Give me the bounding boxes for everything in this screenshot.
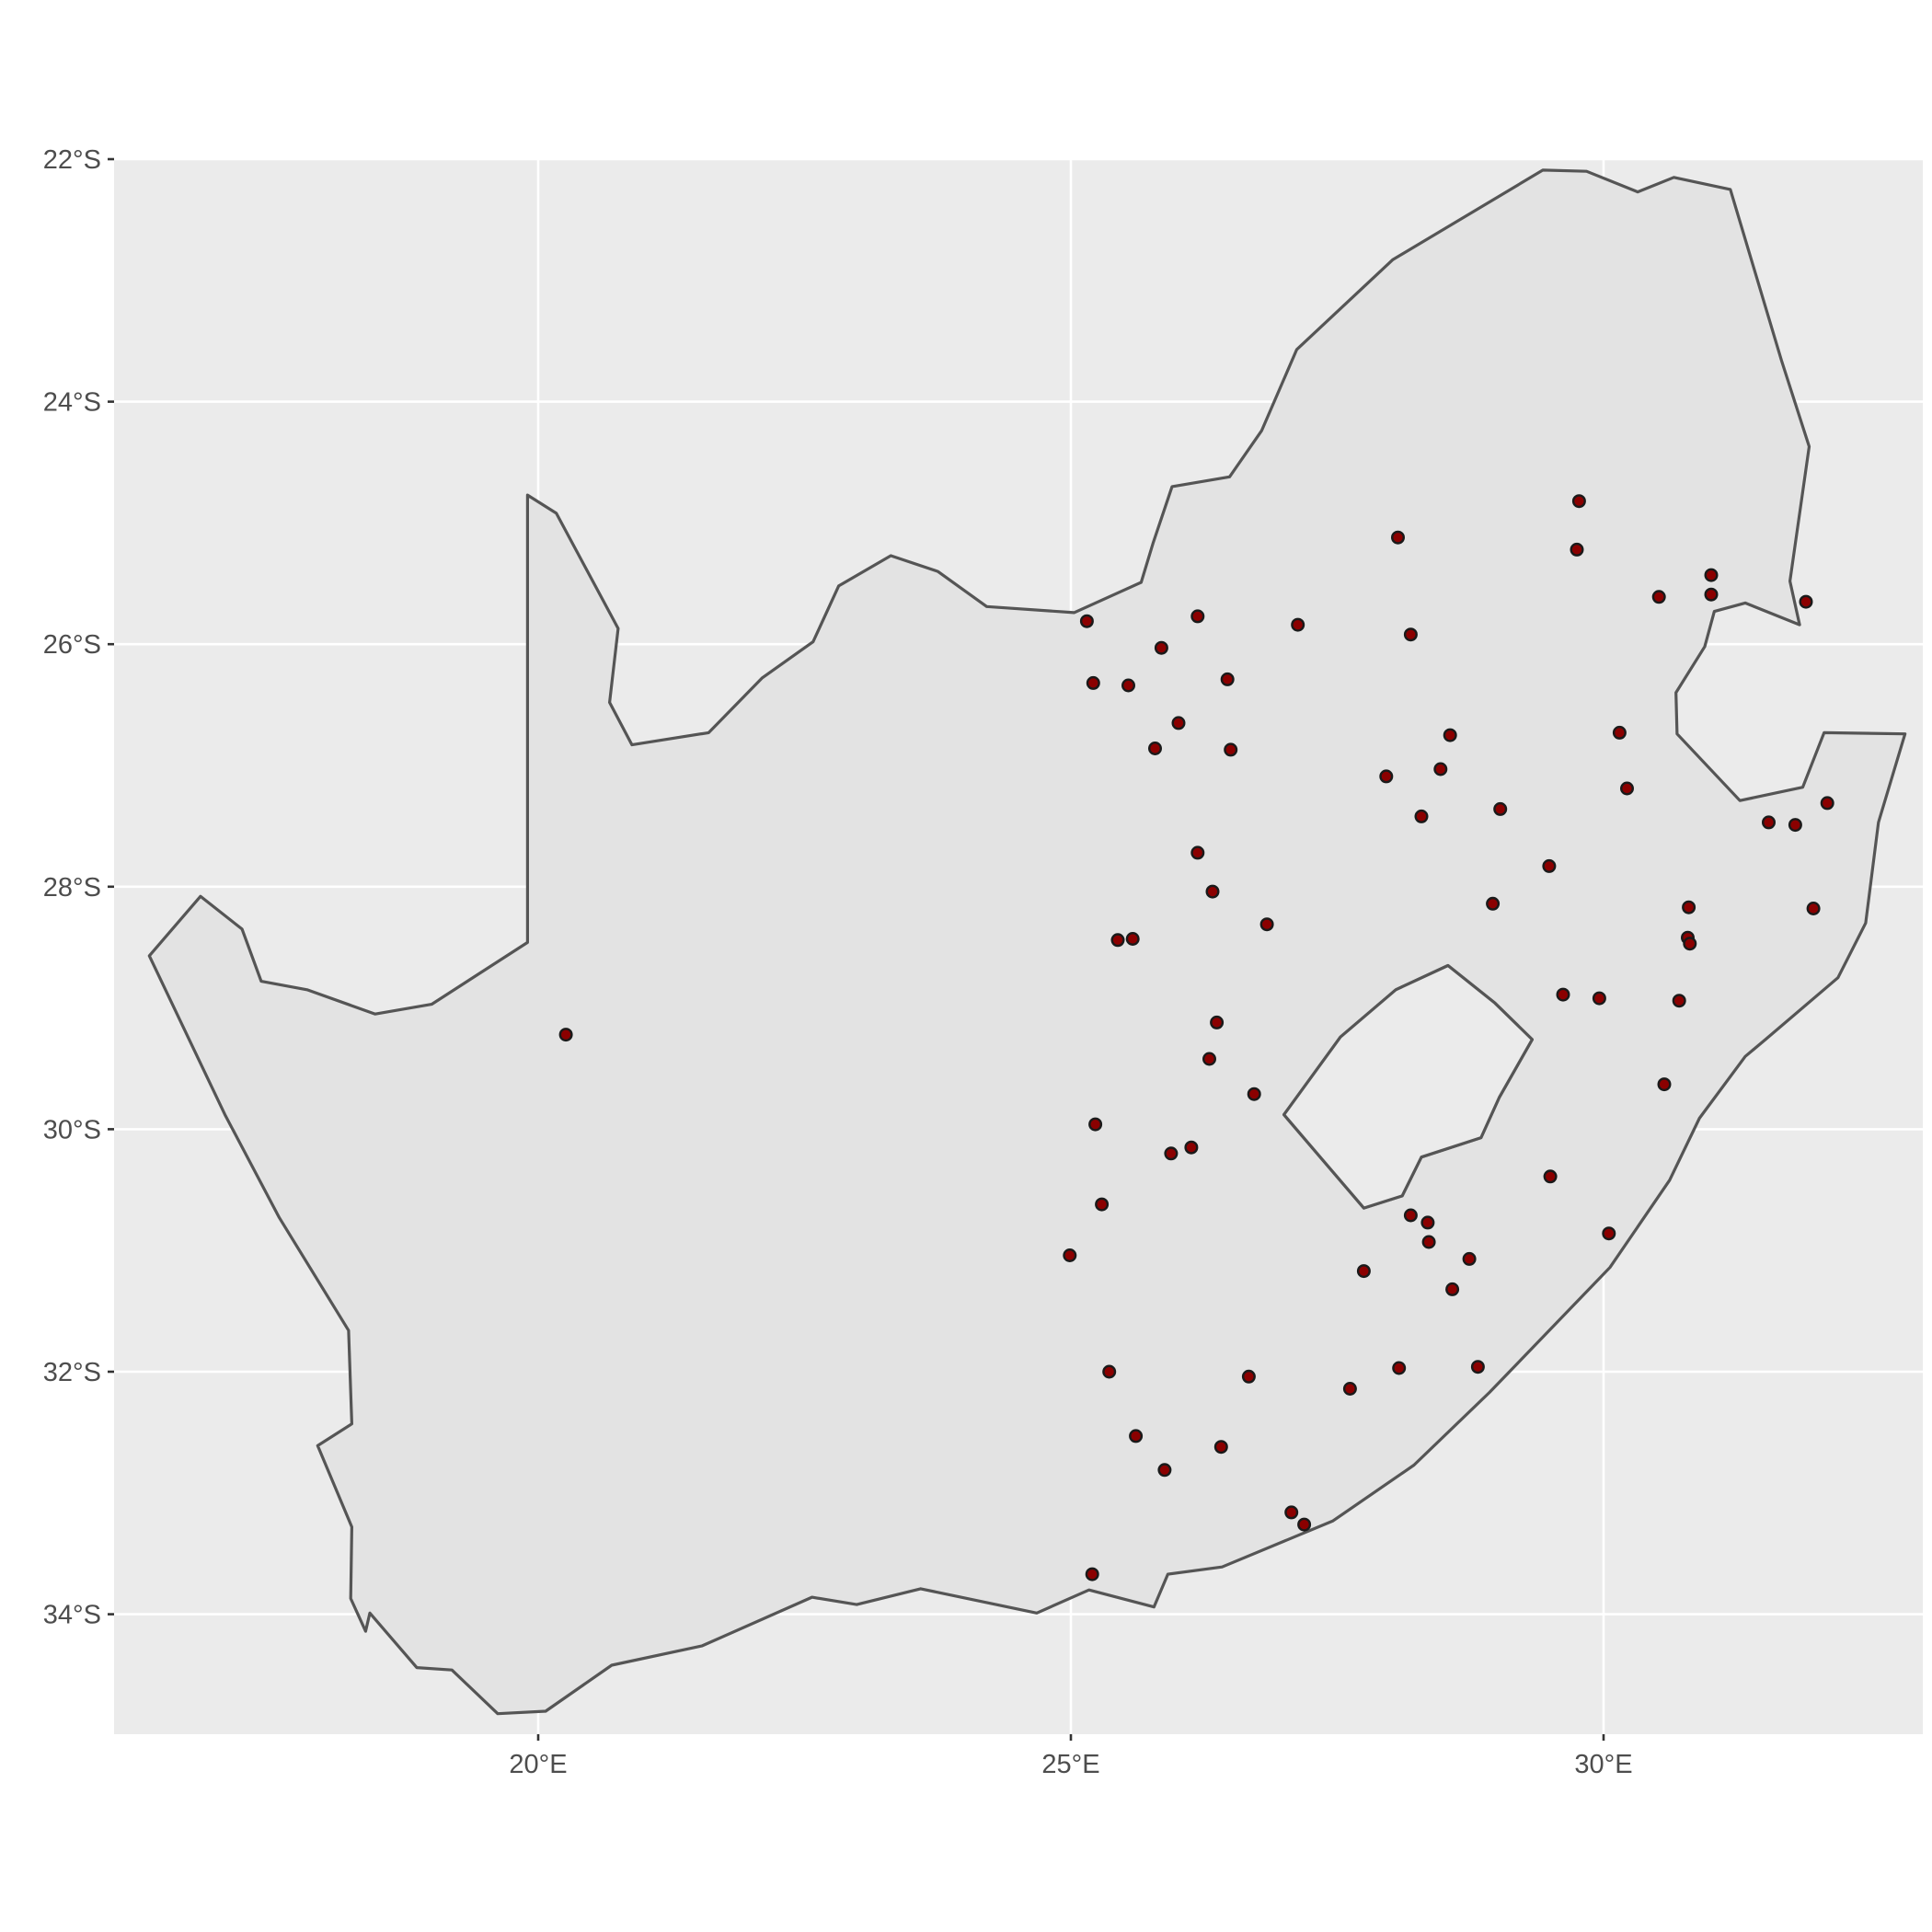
data-point: [1571, 494, 1586, 509]
data-point: [1556, 987, 1570, 1002]
data-point: [1542, 858, 1557, 873]
lesotho-hole: [1282, 963, 1534, 1210]
data-point: [1543, 1169, 1558, 1184]
y-tick-label: 34°S: [43, 1601, 101, 1630]
data-point: [1390, 530, 1405, 545]
data-point: [1414, 809, 1429, 823]
x-tick-label: 25°E: [1041, 1750, 1099, 1779]
data-point: [1445, 1282, 1460, 1296]
data-point: [1672, 994, 1686, 1008]
data-point: [1403, 1208, 1418, 1223]
data-point: [558, 1028, 573, 1042]
data-point: [1651, 590, 1666, 604]
x-tick-label: 30°E: [1574, 1750, 1632, 1779]
data-point: [1110, 933, 1125, 948]
data-point: [1356, 1264, 1371, 1279]
data-point: [1184, 1140, 1199, 1155]
data-point: [1079, 614, 1094, 628]
y-tick-label: 30°S: [43, 1115, 101, 1144]
data-point: [1086, 675, 1100, 690]
data-point: [1247, 1087, 1261, 1101]
data-point: [1493, 801, 1508, 816]
data-point: [1761, 815, 1776, 830]
data-point: [1213, 1440, 1228, 1455]
data-point: [1102, 1364, 1117, 1379]
data-point: [1433, 762, 1448, 776]
data-points: [558, 494, 1834, 1581]
data-point: [1820, 796, 1834, 811]
y-tick-label: 32°S: [43, 1358, 101, 1387]
y-tick-label: 22°S: [43, 145, 101, 175]
axes: 20°E 25°E 30°E 22°S 24°S 26°S 28°S 30°S 32°S 34°S: [43, 145, 1633, 1779]
data-point: [1421, 1235, 1436, 1249]
data-point: [1799, 594, 1813, 609]
data-point: [1220, 672, 1235, 686]
data-point: [1063, 1248, 1077, 1262]
x-tick-label: 20°E: [509, 1750, 567, 1779]
data-point: [1190, 845, 1205, 860]
data-point: [1085, 1567, 1099, 1581]
data-point: [1486, 896, 1501, 911]
data-point: [1291, 617, 1305, 632]
data-point: [1121, 678, 1135, 693]
data-point: [1612, 725, 1627, 740]
data-point: [1171, 716, 1186, 730]
data-point: [1570, 542, 1584, 557]
data-point: [1190, 609, 1205, 624]
data-point: [1284, 1505, 1299, 1520]
data-point: [1147, 742, 1162, 756]
y-tick-label: 28°S: [43, 873, 101, 903]
data-point: [1657, 1077, 1672, 1092]
data-point: [1088, 1117, 1103, 1132]
data-point: [1704, 568, 1719, 582]
data-point: [1205, 884, 1220, 899]
data-point: [1683, 937, 1697, 951]
data-point: [1342, 1381, 1357, 1396]
data-point: [1379, 769, 1394, 784]
data-point: [1403, 627, 1418, 642]
y-tick-label: 24°S: [43, 388, 101, 418]
data-point: [1806, 902, 1821, 916]
data-point: [1443, 728, 1457, 742]
data-point: [1095, 1197, 1110, 1212]
data-point: [1259, 917, 1274, 932]
data-point: [1241, 1369, 1256, 1384]
data-point: [1602, 1226, 1616, 1241]
data-point: [1420, 1215, 1435, 1230]
data-point: [1462, 1251, 1477, 1266]
data-point: [1682, 900, 1696, 914]
data-point: [1704, 587, 1719, 602]
data-point: [1164, 1146, 1179, 1161]
data-point: [1210, 1015, 1225, 1029]
y-tick-label: 26°S: [43, 630, 101, 660]
data-point: [1619, 781, 1634, 796]
data-point: [1470, 1360, 1485, 1374]
data-point: [1202, 1052, 1216, 1066]
data-point: [1788, 818, 1802, 833]
data-point: [1592, 991, 1606, 1006]
data-point: [1125, 932, 1140, 947]
data-point: [1392, 1361, 1407, 1375]
data-point: [1129, 1429, 1144, 1443]
data-point: [1157, 1463, 1172, 1478]
data-point: [1154, 640, 1168, 655]
data-point: [1224, 742, 1238, 757]
data-point: [1297, 1517, 1312, 1532]
